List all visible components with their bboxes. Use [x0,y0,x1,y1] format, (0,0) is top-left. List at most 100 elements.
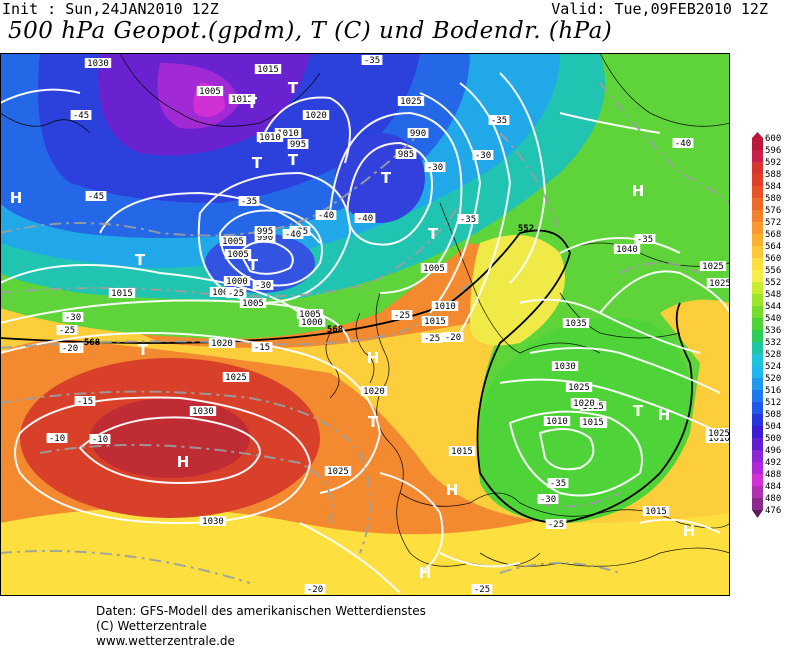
svg-text:-25: -25 [548,520,564,530]
svg-text:-20: -20 [445,333,461,343]
svg-text:-40: -40 [357,214,373,224]
pressure-label: 1015 [642,506,670,517]
svg-text:1015: 1015 [257,65,279,75]
geopotential-label: 568 [84,338,100,348]
svg-text:1015: 1015 [451,447,473,457]
pressure-label: 1025 [324,466,352,477]
legend-swatch [752,426,763,438]
pressure-label: 1025 [565,382,593,393]
low-pressure-marker: T [247,94,258,112]
svg-text:-25: -25 [474,585,490,595]
pressure-label: 995 [287,139,309,150]
svg-text:990: 990 [410,129,426,139]
credits-url: www.wetterzentrale.de [96,634,235,648]
legend-swatch [752,318,763,330]
svg-text:1025: 1025 [400,97,422,107]
temperature-label: -35 [488,115,510,126]
svg-text:1010: 1010 [546,417,568,427]
pressure-label: 1000 [223,276,251,287]
legend-swatch [752,162,763,174]
legend-label: 556 [765,266,781,276]
temperature-label: -10 [46,433,68,444]
temperature-label: -35 [361,55,383,66]
temperature-label: -25 [471,584,493,595]
legend-swatch [752,402,763,414]
low-pressure-marker: T [138,341,149,359]
svg-text:1025: 1025 [568,383,590,393]
pressure-label: 1015 [108,288,136,299]
pressure-label: 1015 [448,446,476,457]
pressure-label: 1005 [224,249,252,260]
svg-text:-20: -20 [62,344,78,354]
pressure-label: 990 [407,128,429,139]
pressure-label: 1005 [239,298,267,309]
legend-label: 516 [765,386,781,396]
high-pressure-marker: H [10,189,23,207]
legend-label: 500 [765,434,781,444]
temperature-label: -20 [304,584,326,595]
temperature-label: -35 [634,234,656,245]
svg-text:1015: 1015 [582,418,604,428]
pressure-label: 1020 [302,110,330,121]
high-pressure-marker: H [683,522,696,540]
svg-text:1035: 1035 [565,319,587,329]
pressure-label: 1030 [551,361,579,372]
high-pressure-marker: H [367,349,380,367]
pressure-label: 990 [254,232,276,243]
pressure-label: 1030 [84,58,112,69]
svg-text:-35: -35 [241,197,257,207]
low-pressure-marker: T [368,413,379,431]
svg-text:1005: 1005 [299,310,321,320]
svg-text:1005: 1005 [242,299,264,309]
contour-552 [0,229,693,524]
isobars [0,72,730,594]
high-pressure-marker: H [446,481,459,499]
svg-text:1010: 1010 [259,133,281,143]
svg-text:1030: 1030 [87,59,109,69]
pressure-label: 1010 [274,128,302,139]
svg-text:1020: 1020 [363,387,385,397]
svg-text:1000: 1000 [212,288,234,298]
low-pressure-marker: T [288,151,299,169]
pressure-label: 1005 [296,309,324,320]
legend-label: 480 [765,494,781,504]
legend-label: 512 [765,398,781,408]
svg-text:1005: 1005 [227,250,249,260]
temperature-label: -30 [424,162,446,173]
legend-swatch [752,354,763,366]
legend-label: 524 [765,362,781,372]
svg-text:-35: -35 [460,215,476,225]
geopotential-label: 568 [327,325,343,335]
legend-swatch [752,486,763,498]
pressure-label: 1015 [579,417,607,428]
pressure-label: 1000 [209,287,237,298]
svg-text:1040: 1040 [616,245,638,255]
temperature-label: -35 [547,478,569,489]
legend-swatch [752,246,763,258]
pressure-label: 1000 [298,317,326,328]
svg-text:-25: -25 [424,334,440,344]
color-legend: 600 596 592 588 584 580 576 572 568 564 560 556 552 5… [752,132,781,518]
legend-label: 548 [765,290,781,300]
svg-text:1000: 1000 [301,318,323,328]
legend-swatch [752,450,763,462]
legend-swatch [752,342,763,354]
svg-text:-25: -25 [394,311,410,321]
temperature-label: -30 [537,494,559,505]
low-pressure-marker: T [633,402,644,420]
legend-label: 492 [765,458,781,468]
pressure-label: 985 [395,149,417,160]
legend-label: 568 [765,230,781,240]
legend-swatch [752,306,763,318]
legend-label: 520 [765,374,781,384]
pressure-label: 1025 [397,96,425,107]
svg-text:1020: 1020 [211,339,233,349]
weather-map: 1030 1015 1015 1010 1005 1020 1025 1010 995 990 98… [0,53,730,596]
svg-text:-30: -30 [255,281,271,291]
svg-text:1005: 1005 [222,237,244,247]
pressure-label: 1010 [543,416,571,427]
svg-text:-40: -40 [675,139,691,149]
temperature-label: -25 [391,310,413,321]
svg-text:1025: 1025 [702,262,724,272]
svg-text:-35: -35 [637,235,653,245]
